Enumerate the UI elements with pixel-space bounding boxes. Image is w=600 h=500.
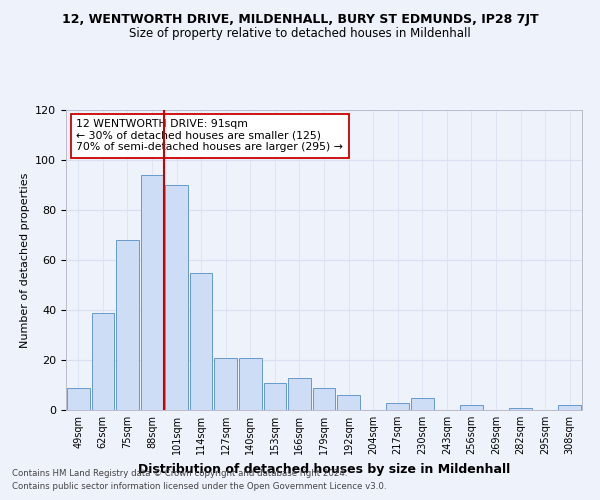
Bar [337, 395, 360, 410]
Bar [386, 402, 409, 410]
Bar [116, 240, 139, 410]
Bar [509, 408, 532, 410]
Text: Contains public sector information licensed under the Open Government Licence v3: Contains public sector information licen… [12, 482, 386, 491]
Bar [559, 405, 581, 410]
Bar [140, 175, 163, 410]
Bar [67, 388, 89, 410]
Bar [92, 312, 114, 410]
Text: Contains HM Land Registry data © Crown copyright and database right 2024.: Contains HM Land Registry data © Crown c… [12, 468, 347, 477]
Bar [313, 388, 335, 410]
Bar [239, 358, 262, 410]
Y-axis label: Number of detached properties: Number of detached properties [20, 172, 29, 348]
Bar [288, 378, 311, 410]
Text: Size of property relative to detached houses in Mildenhall: Size of property relative to detached ho… [129, 28, 471, 40]
Bar [165, 185, 188, 410]
X-axis label: Distribution of detached houses by size in Mildenhall: Distribution of detached houses by size … [138, 462, 510, 475]
Bar [214, 358, 237, 410]
Bar [190, 272, 212, 410]
Bar [263, 382, 286, 410]
Text: 12, WENTWORTH DRIVE, MILDENHALL, BURY ST EDMUNDS, IP28 7JT: 12, WENTWORTH DRIVE, MILDENHALL, BURY ST… [62, 12, 538, 26]
Bar [460, 405, 483, 410]
Text: 12 WENTWORTH DRIVE: 91sqm
← 30% of detached houses are smaller (125)
70% of semi: 12 WENTWORTH DRIVE: 91sqm ← 30% of detac… [76, 119, 343, 152]
Bar [411, 398, 434, 410]
